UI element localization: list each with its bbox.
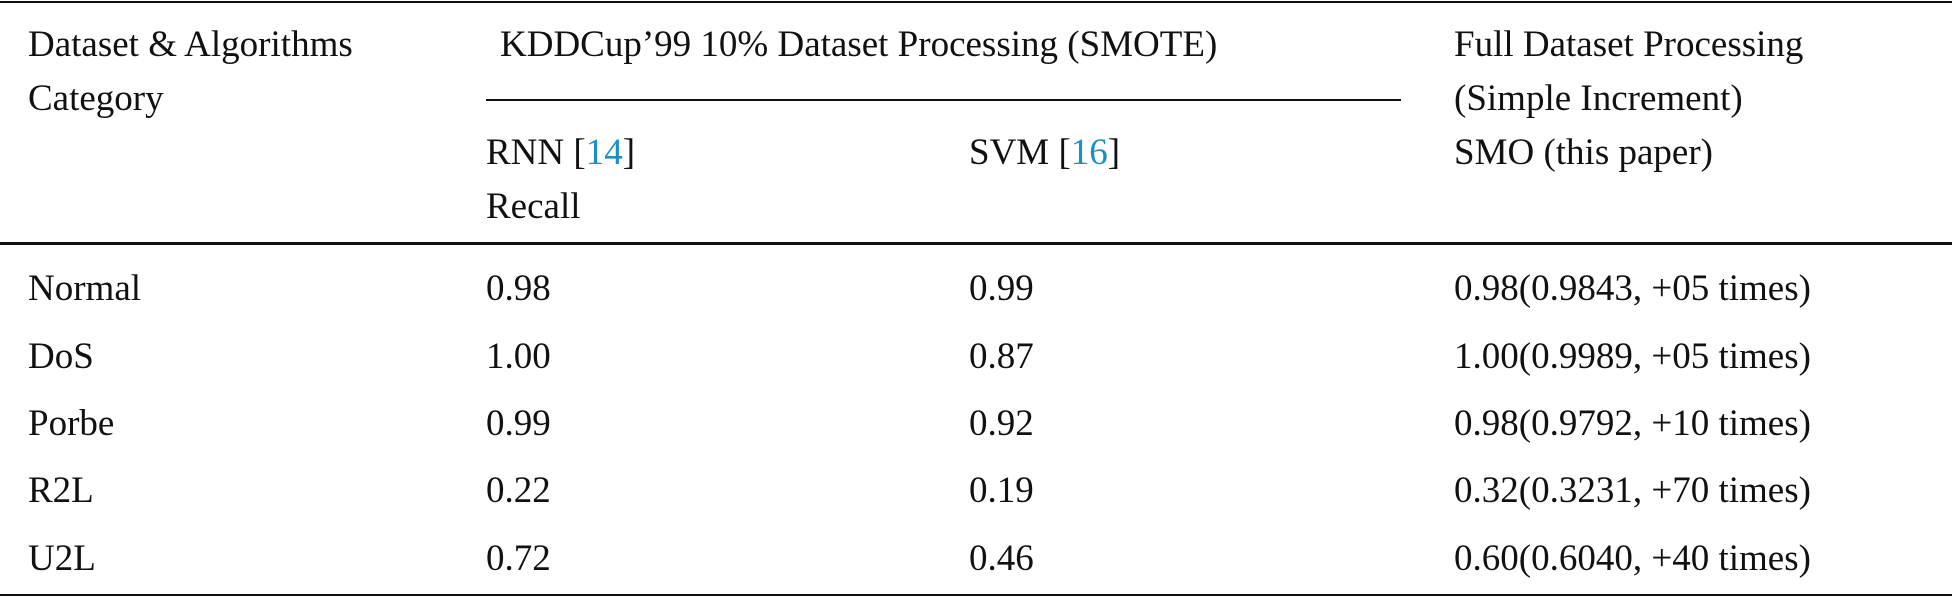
header-cell: Category (28, 78, 164, 119)
table-cell: 0.87 (969, 336, 1034, 377)
header-cell: SVM [16] (969, 134, 1120, 171)
row-label: DoS (28, 336, 94, 377)
reference-link[interactable]: 16 (1070, 132, 1108, 173)
table-cell: 0.60(0.6040, +40 times) (1454, 538, 1811, 579)
row-label: R2L (28, 470, 94, 511)
table-cell: 1.00 (486, 336, 551, 377)
header-text: RNN [ (486, 132, 586, 173)
reference-link[interactable]: 14 (585, 132, 623, 173)
group-header: KDDCup’99 10% Dataset Processing (SMOTE) (500, 24, 1218, 65)
bottom-rule (0, 594, 1952, 596)
top-rule (0, 1, 1952, 3)
table-cell: 0.99 (486, 403, 551, 444)
header-text: ] (1107, 132, 1121, 173)
table-cell: 0.98(0.9843, +05 times) (1454, 268, 1811, 309)
header-cell: Dataset & Algorithms (28, 24, 353, 65)
table-cell: 0.98 (486, 268, 551, 309)
row-label: U2L (28, 538, 96, 579)
table-cell: 0.46 (969, 538, 1034, 579)
table-cell: 0.99 (969, 268, 1034, 309)
header-cell: RNN [14] (486, 134, 635, 171)
table-cell: 0.72 (486, 538, 551, 579)
row-label: Porbe (28, 403, 115, 444)
row-label: Normal (28, 268, 142, 309)
table-cell: 0.32(0.3231, +70 times) (1454, 470, 1811, 511)
table-cell: 1.00(0.9989, +05 times) (1454, 336, 1811, 377)
group-rule (486, 99, 1401, 101)
header-text: ] (622, 132, 636, 173)
table-cell: 0.22 (486, 470, 551, 511)
table-cell: 0.92 (969, 403, 1034, 444)
header-cell: Full Dataset Processing (1454, 24, 1804, 65)
header-cell: SMO (this paper) (1454, 132, 1713, 173)
header-text: SVM [ (969, 132, 1071, 173)
header-cell: (Simple Increment) (1454, 78, 1743, 119)
table-cell: 0.19 (969, 470, 1034, 511)
table-cell: 0.98(0.9792, +10 times) (1454, 403, 1811, 444)
header-rule (0, 242, 1952, 245)
header-cell: Recall (486, 186, 581, 227)
